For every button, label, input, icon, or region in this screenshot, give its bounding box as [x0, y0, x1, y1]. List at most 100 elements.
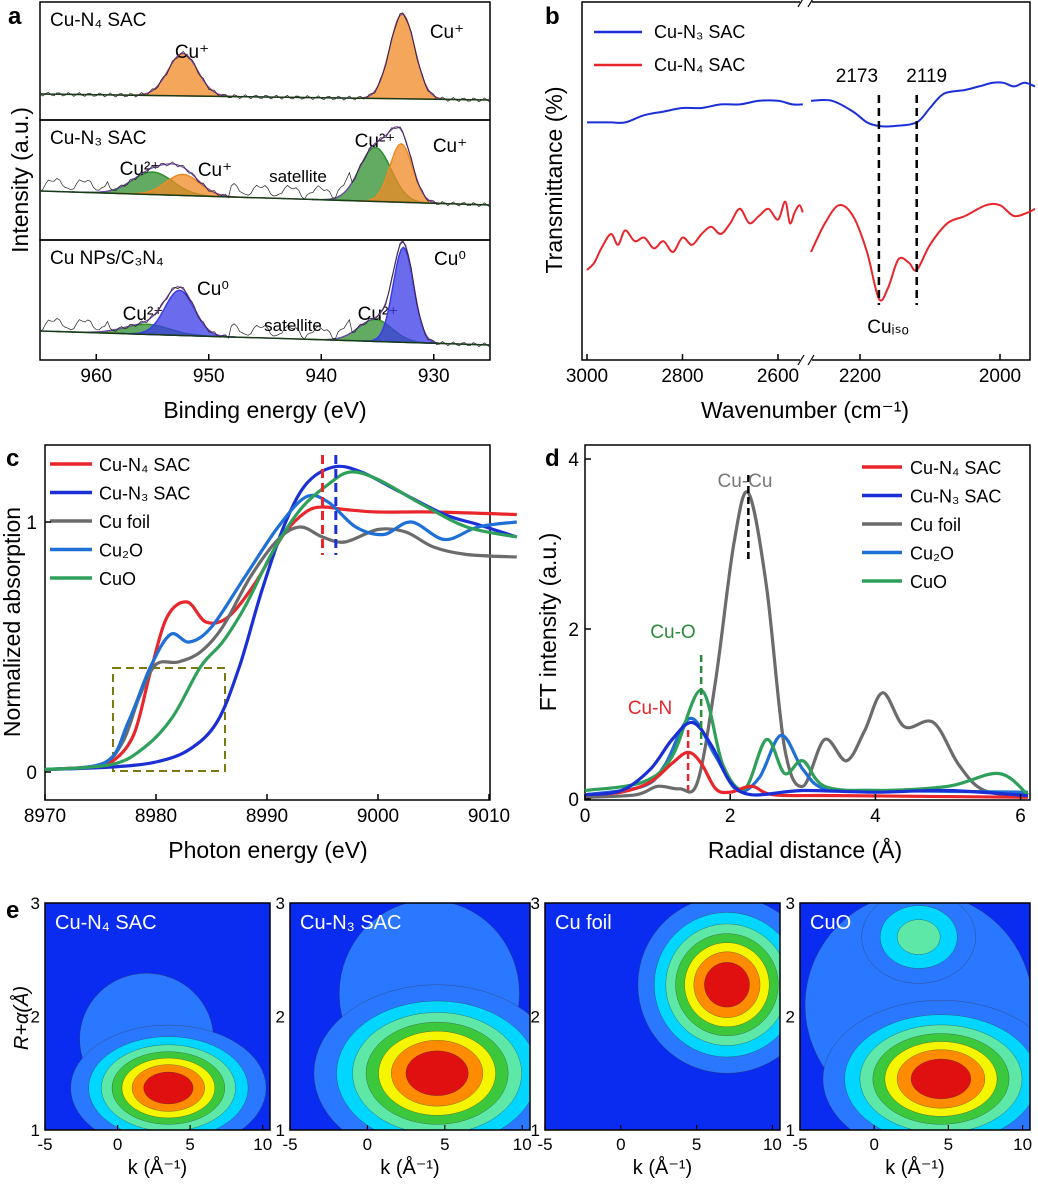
- d-xlabel: Radial distance (Å): [708, 836, 902, 863]
- d-series-line: [584, 720, 1028, 798]
- e-y-tick-label: 1: [531, 1121, 540, 1140]
- e-x-tick-label: 10: [763, 1135, 782, 1154]
- c-ylabel: Normalized absorption: [0, 507, 25, 737]
- a-peak-label: Cu⁺: [198, 160, 232, 181]
- e-x-tick-label: -5: [537, 1135, 552, 1154]
- e-x-tick-label: 10: [253, 1135, 272, 1154]
- e-x-tick-label: -5: [792, 1135, 807, 1154]
- e-y-tick-label: 1: [786, 1121, 795, 1140]
- a-background-line: [39, 93, 491, 101]
- b-break-mark: [797, 0, 803, 8]
- a-x-tick-label: 950: [193, 366, 225, 387]
- e-map-title: Cu-N₄ SAC: [55, 912, 157, 934]
- d-ylabel: FT intensity (a.u.): [535, 533, 561, 712]
- d-series-line: [584, 750, 1028, 799]
- e-contour-level: [143, 1071, 194, 1105]
- a-peak-label: Cu²⁺: [355, 131, 396, 152]
- b-x-tick-label: 2000: [979, 366, 1021, 387]
- c-legend-label: Cu-N₄ SAC: [99, 455, 190, 475]
- c-x-tick-label: 8980: [135, 806, 177, 827]
- e-x-tick-label: 5: [440, 1135, 449, 1154]
- d-x-tick-label: 6: [1015, 806, 1026, 827]
- e-x-axis-label: k (Å⁻¹): [885, 1156, 944, 1179]
- a-sample-name: Cu-N₃ SAC: [50, 128, 146, 149]
- e-heatmap-frame: [44, 902, 271, 1131]
- e-contour-level: [896, 919, 941, 955]
- b-x-tick-label: 3000: [566, 366, 608, 387]
- e-x-tick-label: 10: [513, 1135, 532, 1154]
- b-series-line: [587, 99, 803, 124]
- c-series-line: [44, 470, 518, 772]
- e-x-tick-label: 5: [692, 1135, 701, 1154]
- a-background-line: [39, 330, 491, 346]
- c-legend-label: Cu foil: [99, 512, 150, 532]
- e-x-tick-label: 5: [944, 1135, 953, 1154]
- e-y-tick-label: 1: [31, 1121, 40, 1140]
- panel-label-a: a: [8, 3, 22, 30]
- panel-a: Cu⁺ Cu⁺ Cu-N₄ SAC Cu²⁺ Cu⁺ Cu²⁺ Cu⁺ Cu-N₃ SAC sa…: [39, 1, 491, 387]
- a-xlabel: Binding energy (eV): [163, 397, 366, 423]
- e-x-tick-label: 10: [1013, 1135, 1032, 1154]
- b-break-mark: [807, 0, 813, 8]
- a-peak-label: Cu⁺: [433, 136, 467, 157]
- b-series-line: [586, 200, 804, 271]
- e-y-tick-label: 2: [31, 1008, 40, 1027]
- e-contour-level: [405, 1050, 469, 1096]
- e-contour-level: [910, 1058, 972, 1100]
- c-x-tick-label: 9000: [357, 806, 399, 827]
- d-x-tick-label: 4: [870, 806, 881, 827]
- e-y-tick-label: 2: [276, 1008, 285, 1027]
- b-axis-break-top: [800, 0, 812, 6]
- d-bond-label: Cu-Cu: [718, 471, 773, 492]
- e-x-tick-label: 0: [616, 1135, 625, 1154]
- e-x-axis-label: k (Å⁻¹): [633, 1156, 692, 1179]
- d-legend-label: Cu-N₄ SAC: [910, 458, 1001, 478]
- e-y-tick-label: 3: [531, 894, 540, 913]
- e-y-tick-label: 1: [276, 1121, 285, 1140]
- d-y-tick-label: 2: [568, 620, 579, 641]
- e-heatmap: [800, 903, 1030, 1130]
- b-ylabel: Transmittance (%): [541, 86, 567, 273]
- a-satellite-label: satellite: [269, 167, 327, 186]
- a-sample-name: Cu NPs/C₃N₄: [50, 248, 164, 269]
- e-map-title: Cu-N₃ SAC: [300, 912, 402, 934]
- panel-label-c: c: [6, 445, 19, 472]
- a-x-tick-label: 930: [418, 366, 450, 387]
- e-x-tick-label: -5: [37, 1135, 52, 1154]
- b-wavenumber-annotation: 2119: [906, 66, 947, 87]
- b-xlabel: Wavenumber (cm⁻¹): [701, 397, 909, 423]
- a-peak-label: Cu⁺: [430, 22, 464, 43]
- b-cu-iso-label: Cuᵢₛₒ: [867, 317, 909, 338]
- c-y-tick-label: 1: [26, 513, 37, 534]
- b-break-mark: [797, 354, 805, 366]
- d-bond-label: Cu-O: [650, 622, 695, 643]
- a-raw-data-line: [39, 126, 491, 208]
- e-ylabel: R+α(Å): [10, 986, 33, 1050]
- d-legend-label: Cu foil: [910, 515, 961, 535]
- panel-d: Cu-Cu Cu-O Cu-N Cu-N₄ SAC Cu-N₃ SAC Cu foil Cu…: [568, 444, 1031, 827]
- b-x-tick-label: 2600: [757, 366, 799, 387]
- c-legend-label: Cu-N₃ SAC: [99, 484, 190, 504]
- e-x-tick-label: 5: [185, 1135, 194, 1154]
- d-series-line: [584, 688, 1029, 797]
- b-series-line: [810, 202, 1036, 302]
- e-x-tick-label: -5: [282, 1135, 297, 1154]
- a-satellite-label: satellite: [264, 316, 322, 335]
- d-y-tick-label: 4: [568, 450, 579, 471]
- a-ylabel: Intensity (a.u.): [7, 107, 33, 253]
- c-x-tick-label: 8970: [24, 806, 66, 827]
- a-peak-label: Cu²⁺: [120, 159, 161, 180]
- d-series-line: [584, 490, 1029, 799]
- c-legend-label: CuO: [99, 569, 136, 589]
- d-bond-label: Cu-N: [628, 698, 672, 719]
- d-legend-label: Cu₂O: [910, 544, 954, 564]
- a-sample-name: Cu-N₄ SAC: [50, 10, 146, 31]
- d-plot-frame: [584, 444, 1031, 801]
- b-plot-frame: [581, 1, 1031, 361]
- e-y-tick-label: 3: [31, 894, 40, 913]
- b-axis-break-bottom: [800, 357, 812, 363]
- b-wavenumber-annotation: 2173: [836, 66, 878, 87]
- b-x-tick-label: 2200: [839, 366, 881, 387]
- e-x-axis-label: k (Å⁻¹): [128, 1156, 187, 1179]
